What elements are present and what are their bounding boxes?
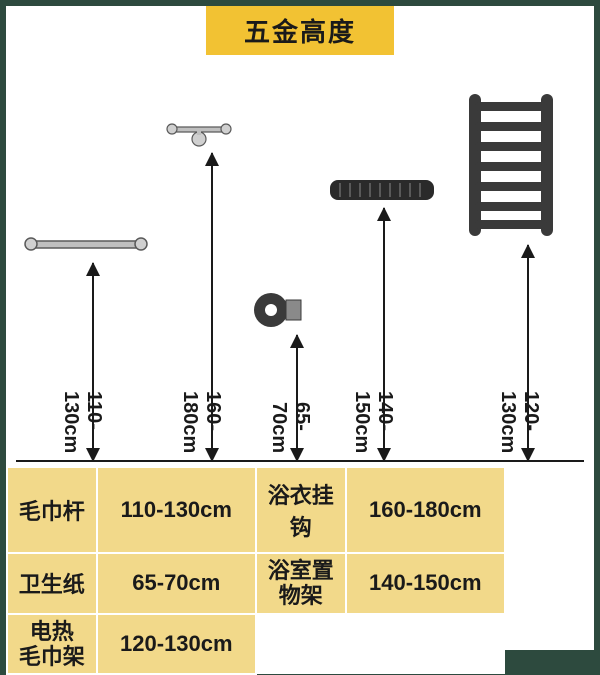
cell-label: 浴室置 物架 bbox=[256, 553, 346, 614]
label-toilet-paper: 65-70cm bbox=[267, 402, 313, 453]
cell-value: 140-150cm bbox=[346, 553, 505, 614]
cell-label: 电热 毛巾架 bbox=[7, 614, 97, 675]
table-row: 毛巾杆 110-130cm 浴衣挂钩 160-180cm bbox=[7, 467, 505, 553]
cell-value: 65-70cm bbox=[97, 553, 256, 614]
page-title: 五金高度 bbox=[206, 6, 394, 55]
cell-label: 浴衣挂钩 bbox=[256, 467, 346, 553]
table-row: 卫生纸 65-70cm 浴室置 物架 140-150cm bbox=[7, 553, 505, 614]
table-row: 电热 毛巾架 120-130cm bbox=[7, 614, 505, 675]
towel-bar-icon bbox=[21, 233, 151, 261]
label-towel-bar: 110-130cm bbox=[59, 391, 105, 453]
cell-value: 120-130cm bbox=[97, 614, 256, 675]
shelf-icon bbox=[326, 176, 438, 206]
label-heated-rack: 120-130cm bbox=[496, 391, 542, 453]
cell-label: 卫生纸 bbox=[7, 553, 97, 614]
height-diagram: 110-130cm 160-180cm 65-70cm bbox=[16, 66, 584, 461]
robe-hook-icon bbox=[164, 121, 234, 151]
heated-rack-icon bbox=[461, 88, 561, 243]
cell-label: 毛巾杆 bbox=[7, 467, 97, 553]
label-robe-hook: 160-180cm bbox=[178, 391, 224, 453]
height-table: 毛巾杆 110-130cm 浴衣挂钩 160-180cm 卫生纸 65-70cm… bbox=[6, 466, 506, 675]
toilet-paper-icon bbox=[251, 288, 307, 333]
cell-empty bbox=[256, 614, 346, 675]
label-shelf: 140-150cm bbox=[350, 391, 396, 453]
cell-value: 110-130cm bbox=[97, 467, 256, 553]
cell-empty bbox=[346, 614, 505, 675]
cell-value: 160-180cm bbox=[346, 467, 505, 553]
